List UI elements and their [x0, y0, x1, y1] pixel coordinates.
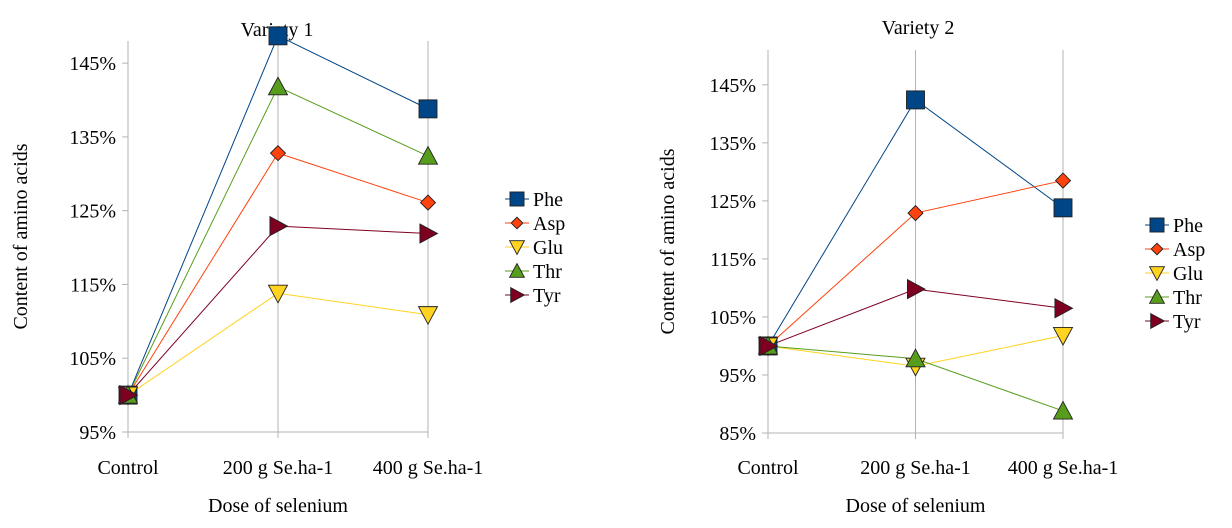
x-tick-label: 400 g Se.ha-1	[373, 457, 484, 479]
x-axis-label: Dose of selenium	[208, 495, 348, 517]
legend-label: Asp	[1173, 239, 1205, 261]
x-tick-label: Control	[97, 457, 159, 479]
legend-marker-glu	[508, 240, 526, 256]
legend-label: Asp	[533, 213, 565, 235]
legend-marker-phe	[1149, 217, 1165, 233]
legend-label: Glu	[1173, 263, 1203, 285]
x-tick-label: 200 g Se.ha-1	[223, 457, 334, 479]
y-tick-label: 115%	[70, 274, 116, 296]
data-point-phe	[418, 99, 438, 119]
legend-marker-tyr	[1150, 312, 1166, 330]
y-tick-label: 125%	[709, 191, 756, 213]
legend-label: Thr	[1173, 287, 1202, 309]
data-point-tyr	[419, 223, 439, 244]
x-tick-label: 400 g Se.ha-1	[1008, 457, 1119, 479]
legend-marker-tyr	[510, 286, 526, 304]
x-axis-label: Dose of selenium	[846, 495, 986, 517]
legend-label: Phe	[1173, 215, 1203, 237]
data-point-phe	[906, 90, 925, 110]
y-tick-label: 115%	[710, 249, 756, 271]
data-point-asp	[269, 144, 287, 162]
data-point-thr	[905, 348, 926, 368]
chart-title: Variety 2	[882, 17, 955, 39]
data-point-phe	[1053, 198, 1073, 218]
y-tick-label: 135%	[709, 133, 756, 155]
x-tick-label: 200 g Se.ha-1	[860, 457, 971, 479]
legend-label: Thr	[533, 261, 562, 283]
data-point-glu	[267, 284, 289, 304]
legend-marker-thr	[1148, 288, 1166, 304]
data-point-asp	[907, 204, 924, 222]
data-point-tyr	[119, 384, 139, 406]
y-tick-label: 135%	[69, 127, 116, 149]
y-tick-label: 105%	[69, 348, 116, 370]
data-point-tyr	[269, 215, 289, 237]
y-tick-label: 125%	[69, 201, 116, 223]
data-point-thr	[417, 145, 439, 165]
data-point-tyr	[906, 278, 926, 300]
y-tick-label: 145%	[709, 75, 756, 97]
legend-marker-asp	[510, 216, 524, 230]
data-point-tyr	[759, 335, 779, 357]
legend-label: Phe	[533, 189, 563, 211]
y-axis-label: Content of amino acids	[10, 143, 32, 329]
legend-marker-phe	[509, 191, 525, 207]
data-point-asp	[419, 194, 437, 211]
legend-label: Glu	[533, 237, 563, 259]
y-tick-label: 105%	[709, 307, 756, 329]
data-point-glu	[1052, 326, 1074, 346]
y-tick-label: 145%	[69, 53, 116, 75]
chart-1: 95% 105% 115% 125% 135% 145% Control 200 g Se.h…	[10, 19, 565, 517]
y-tick-label: 85%	[719, 423, 756, 445]
x-tick-label: Control	[737, 457, 799, 479]
data-point-glu	[417, 306, 439, 326]
legend-marker-glu	[1148, 266, 1166, 282]
data-point-tyr	[1054, 297, 1074, 319]
legend-marker-thr	[508, 262, 526, 278]
data-point-phe	[268, 26, 288, 46]
data-point-asp	[1054, 172, 1072, 189]
legend-label: Tyr	[1173, 311, 1201, 333]
y-tick-label: 95%	[719, 365, 756, 387]
chart-2: 85% 95% 105% 115% 125% 135% 145% Control 200 g S…	[657, 17, 1205, 517]
y-tick-label: 95%	[79, 422, 116, 444]
y-axis-label: Content of amino acids	[657, 148, 679, 334]
legend-marker-asp	[1150, 242, 1164, 256]
data-point-thr	[1052, 400, 1074, 420]
legend-label: Tyr	[533, 285, 561, 307]
data-point-thr	[267, 76, 289, 96]
